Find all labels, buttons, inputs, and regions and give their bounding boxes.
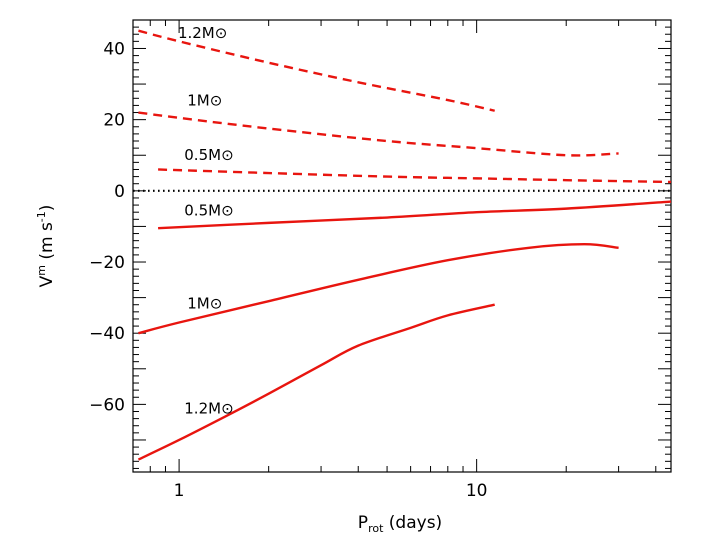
dashed-curve-0 — [138, 29, 495, 112]
curve-label: 0.5M⊙ — [184, 146, 233, 164]
plot-frame — [132, 19, 672, 473]
curve-label: 1.2M⊙ — [184, 399, 233, 417]
solid-curve-3 — [158, 200, 672, 230]
dashed-curve-1 — [138, 111, 619, 157]
solid-curve-4 — [138, 243, 619, 335]
tick-labels: 40 20 0 −20 −40 −60 1 10 — [89, 39, 487, 501]
curve-label: 0.5M⊙ — [184, 202, 233, 220]
series-curves — [137, 29, 672, 461]
curve-label: 1M⊙ — [187, 294, 222, 312]
curve-labels: 1.2M⊙ 1M⊙ 0.5M⊙ 0.5M⊙ 1M⊙ 1.2M⊙ — [178, 24, 234, 417]
y-tick-label: −40 — [89, 324, 125, 344]
x-axis-title: Prot (days) — [358, 513, 442, 535]
dashed-curve-2 — [158, 168, 672, 184]
solid-curve-5 — [137, 303, 495, 461]
y-tick-label: −60 — [89, 395, 125, 415]
axis-ticks — [132, 19, 671, 472]
y-tick-label: −20 — [89, 253, 125, 273]
y-tick-label: 40 — [103, 39, 125, 59]
x-tick-label: 10 — [466, 481, 488, 501]
x-tick-label: 1 — [174, 481, 185, 501]
y-tick-label: 20 — [103, 111, 125, 131]
curve-label: 1M⊙ — [187, 91, 222, 109]
y-tick-label: 0 — [114, 182, 125, 202]
curve-label: 1.2M⊙ — [178, 24, 227, 42]
y-axis-title: Vm (m s-1) — [35, 205, 57, 288]
